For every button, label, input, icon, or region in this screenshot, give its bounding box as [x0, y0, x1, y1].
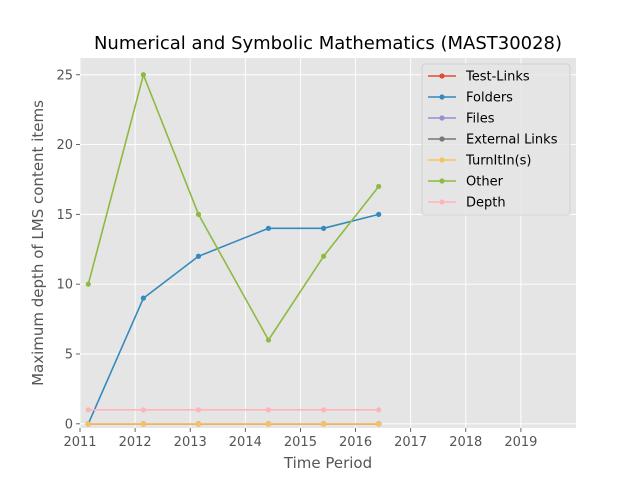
- legend-box: [421, 63, 571, 216]
- legend-swatch-marker: [439, 115, 445, 121]
- data-point-folders: [265, 225, 272, 231]
- data-point-other: [195, 211, 202, 217]
- y-tick-label: 5: [65, 348, 73, 363]
- legend-label: TurnItIn(s): [465, 154, 531, 169]
- legend-label: Other: [466, 175, 504, 190]
- data-point-folders: [376, 211, 382, 217]
- data-point-depth: [195, 407, 202, 413]
- series-other: [85, 72, 382, 343]
- data-point-folders: [320, 225, 327, 231]
- data-point-folders: [140, 295, 146, 301]
- series-line-folders: [87, 213, 379, 425]
- x-tick-label: 2014: [229, 435, 262, 450]
- legend-item-depth: Depth: [428, 196, 506, 211]
- series-lines: [85, 72, 382, 427]
- data-point-depth: [376, 407, 382, 413]
- series-line-other: [87, 74, 380, 341]
- series-turnitin-s: [85, 421, 382, 427]
- y-tick-label: 20: [56, 138, 73, 153]
- data-point-turnitin-s: [85, 421, 91, 427]
- x-axis-title: Time Period: [283, 454, 372, 472]
- data-point-turnitin-s: [265, 421, 272, 427]
- legend-item-folders: Folders: [428, 91, 513, 106]
- legend-swatch-marker: [439, 178, 445, 184]
- legend-label: External Links: [466, 133, 558, 148]
- y-tick-label: 0: [65, 417, 73, 432]
- legend-item-files: Files: [428, 112, 495, 127]
- legend-label: Test-Links: [465, 70, 530, 85]
- data-point-turnitin-s: [376, 421, 382, 427]
- data-point-depth: [140, 407, 146, 413]
- gridlines: [79, 58, 576, 428]
- legend-swatch-marker: [439, 157, 445, 163]
- legend-swatch-marker: [439, 94, 445, 100]
- legend-item-test-links: Test-Links: [428, 70, 530, 85]
- data-point-other: [376, 183, 382, 190]
- x-tick-label: 2018: [449, 435, 482, 450]
- data-point-other: [265, 337, 272, 343]
- axis-ticks: 2011 2012 2013 2014 2015 2016 2017 2018 20190510…: [56, 68, 537, 450]
- series-depth: [85, 407, 382, 413]
- data-point-turnitin-s: [195, 421, 202, 427]
- data-point-depth: [265, 407, 272, 413]
- data-point-other: [140, 72, 146, 78]
- legend-swatch-marker: [439, 199, 445, 205]
- x-tick-label: 2012: [119, 435, 152, 450]
- x-tick-label: 2015: [284, 435, 317, 450]
- data-point-other: [320, 253, 327, 259]
- legend-item-external-links: External Links: [428, 133, 558, 148]
- data-point-turnitin-s: [320, 421, 327, 427]
- x-tick-label: 2017: [394, 435, 427, 450]
- chart-title: Numerical and Symbolic Mathematics (MAST…: [94, 33, 562, 54]
- x-tick-label: 2013: [174, 435, 207, 450]
- legend-label: Files: [466, 112, 495, 127]
- legend-label: Folders: [466, 91, 513, 106]
- x-tick-label: 2016: [339, 435, 372, 450]
- data-point-turnitin-s: [140, 421, 146, 427]
- y-tick-label: 25: [56, 68, 73, 83]
- y-tick-label: 10: [56, 278, 73, 293]
- y-axis-title: Maximum depth of LMS content items: [29, 100, 47, 386]
- legend-swatch-marker: [439, 136, 445, 142]
- x-tick-label: 2011: [63, 435, 96, 450]
- legend: Test-Links Folders Files External Links Turn…: [421, 63, 571, 216]
- legend-swatch-marker: [439, 73, 445, 79]
- data-point-other: [85, 281, 91, 287]
- data-point-folders: [195, 253, 202, 259]
- x-tick-label: 2019: [504, 435, 537, 450]
- data-point-depth: [320, 407, 327, 413]
- legend-label: Depth: [466, 196, 506, 211]
- y-tick-label: 15: [56, 208, 73, 223]
- data-point-depth: [85, 407, 91, 413]
- legend-item-turnitin-s: TurnItIn(s): [428, 154, 531, 169]
- legend-item-other: Other: [428, 175, 504, 190]
